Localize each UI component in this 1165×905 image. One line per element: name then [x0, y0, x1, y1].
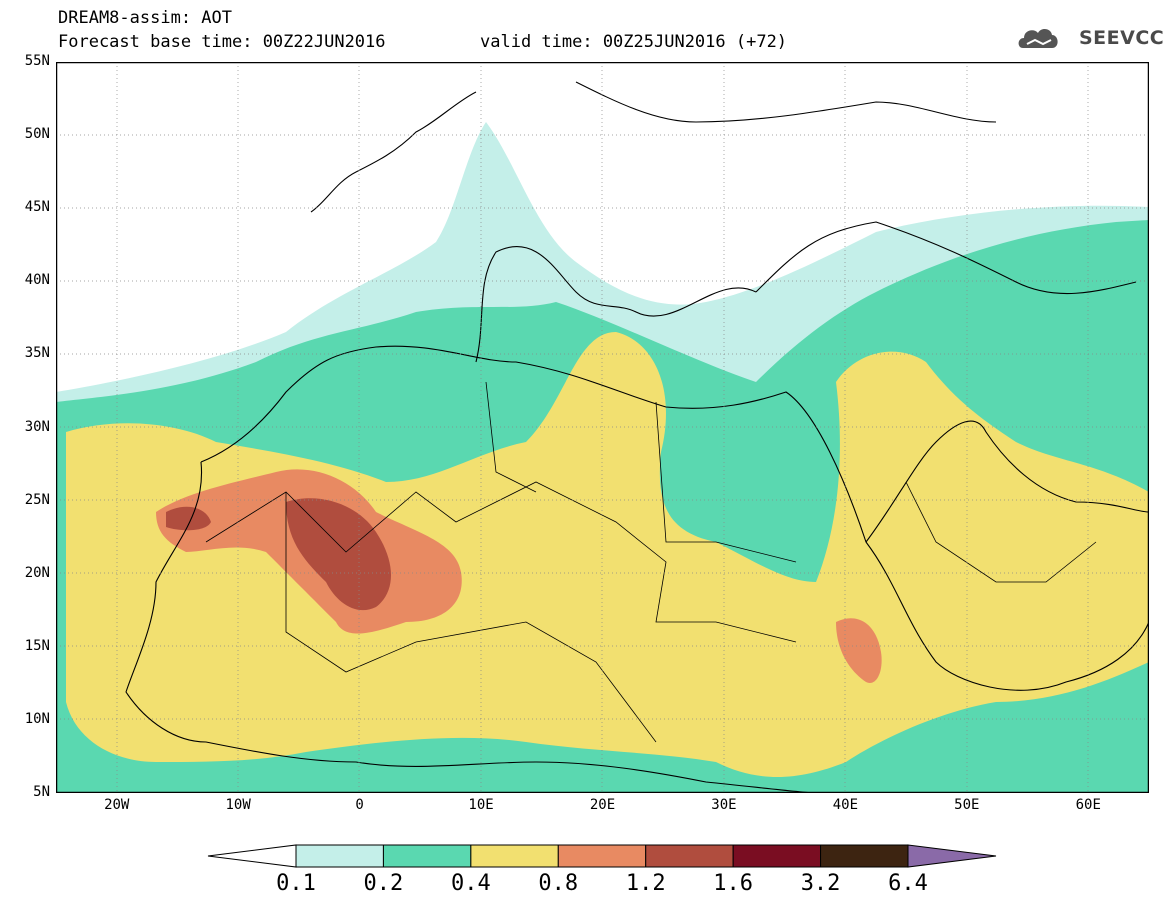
coastlines [125, 81, 1149, 793]
lat-label: 35N [24, 345, 50, 362]
lat-label: 15N [24, 637, 50, 654]
colorbar-swatch [557, 844, 647, 868]
lon-label: 50E [954, 797, 980, 813]
country-borders [205, 381, 1097, 743]
aot-1.2-region-west [166, 506, 211, 531]
colorbar-label: 0.8 [538, 871, 579, 896]
colorbar-label: 3.2 [800, 871, 841, 896]
lat-label: 5N [33, 784, 50, 800]
map-frame [56, 62, 1149, 793]
colorbar-swatch [382, 844, 472, 868]
valid-time: valid time: 00Z25JUN2016 (+72) [480, 32, 788, 52]
forecast-base-time: Forecast base time: 00Z22JUN2016 [58, 32, 386, 52]
lat-label: 30N [24, 418, 50, 435]
colorbar-label: 1.2 [625, 871, 666, 896]
aot-map [56, 62, 1149, 793]
lon-label: 0 [355, 797, 364, 813]
aot-0.8-region-east [836, 618, 882, 683]
lon-label: 10E [468, 797, 494, 813]
lat-label: 50N [24, 126, 50, 143]
lon-label: 10W [225, 797, 251, 813]
colorbar-label: 6.4 [888, 871, 928, 896]
lat-label: 20N [24, 564, 50, 581]
lat-label: 25N [24, 491, 50, 508]
chart-title: DREAM8-assim: AOT [58, 8, 232, 28]
aot-1.2-region [286, 498, 391, 611]
colorbar-swatch [295, 844, 384, 868]
colorbar-label: 1.6 [713, 871, 754, 896]
lon-label: 40E [832, 797, 859, 813]
colorbar-label: 0.1 [276, 871, 316, 896]
lon-label: 20E [589, 797, 616, 813]
colorbar-swatch [820, 844, 909, 868]
lat-label: 55N [24, 53, 50, 69]
logo-text: SEEVCCC [1079, 27, 1165, 49]
colorbar-swatch [470, 844, 559, 868]
colorbar-label: 0.2 [363, 871, 404, 896]
lon-label: 20W [104, 797, 130, 813]
lon-label: 60E [1075, 797, 1101, 813]
colorbar-label: 0.4 [450, 871, 491, 896]
lon-label: 30E [711, 797, 737, 813]
lat-label: 10N [24, 710, 50, 727]
colorbar-swatch [732, 844, 822, 868]
colorbar-swatch [645, 844, 734, 868]
cloud-logo-icon [1018, 29, 1058, 48]
colorbar-high-arrow [907, 844, 997, 868]
lat-label: 45N [24, 199, 50, 216]
colorbar-low-arrow [207, 844, 297, 868]
lat-label: 40N [24, 272, 50, 289]
